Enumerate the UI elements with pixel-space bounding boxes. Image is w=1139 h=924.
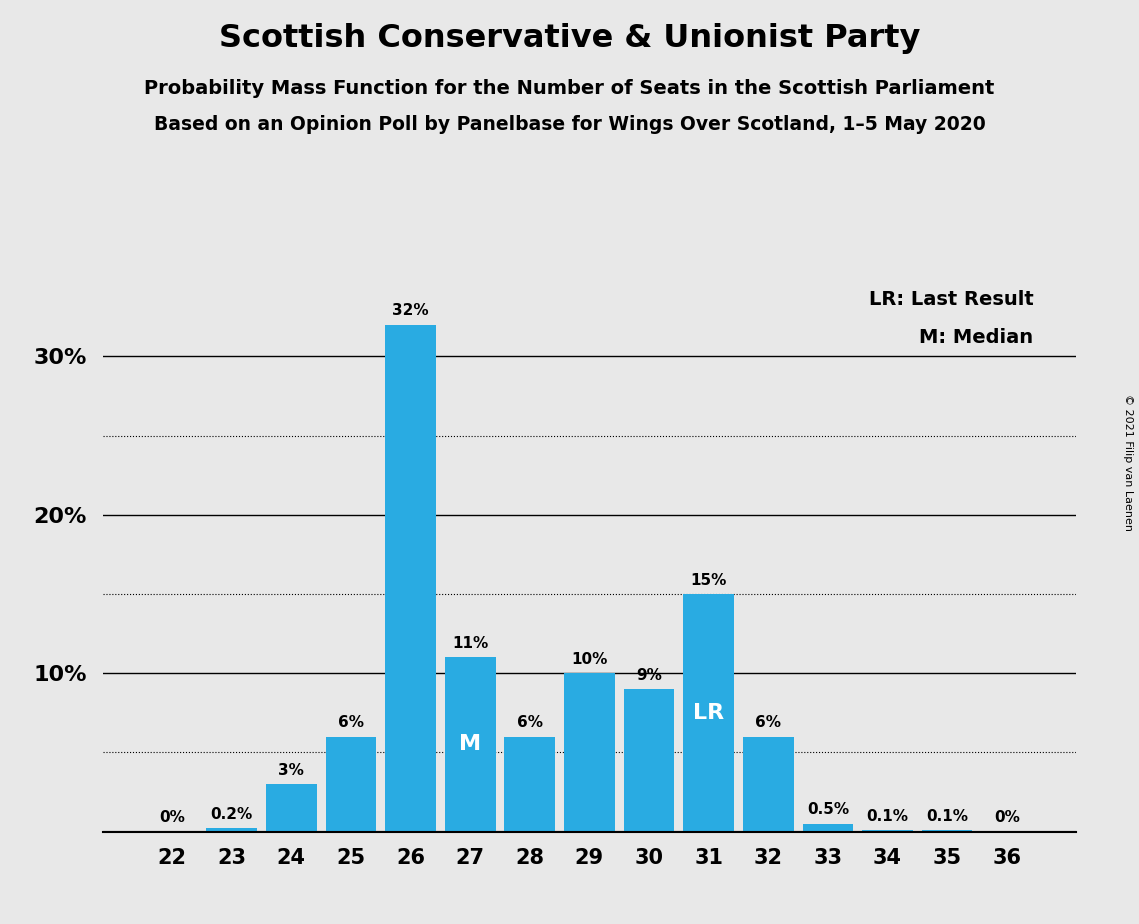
Text: 0%: 0% xyxy=(159,810,185,825)
Text: 6%: 6% xyxy=(517,715,543,730)
Text: 0.5%: 0.5% xyxy=(806,802,849,818)
Text: Based on an Opinion Poll by Panelbase for Wings Over Scotland, 1–5 May 2020: Based on an Opinion Poll by Panelbase fo… xyxy=(154,116,985,135)
Bar xyxy=(445,657,495,832)
Text: LR: Last Result: LR: Last Result xyxy=(869,290,1033,309)
Bar xyxy=(326,736,376,832)
Text: 32%: 32% xyxy=(392,303,429,319)
Bar xyxy=(267,784,317,832)
Bar xyxy=(624,689,674,832)
Bar xyxy=(385,324,436,832)
Text: M: M xyxy=(459,735,482,755)
Text: 6%: 6% xyxy=(755,715,781,730)
Text: Scottish Conservative & Unionist Party: Scottish Conservative & Unionist Party xyxy=(219,23,920,55)
Text: 6%: 6% xyxy=(338,715,364,730)
Text: 3%: 3% xyxy=(278,762,304,778)
Bar xyxy=(743,736,794,832)
Text: 11%: 11% xyxy=(452,636,489,651)
Text: M: Median: M: Median xyxy=(919,328,1033,346)
Text: © 2021 Filip van Laenen: © 2021 Filip van Laenen xyxy=(1123,394,1133,530)
Text: 0.1%: 0.1% xyxy=(926,808,968,823)
Bar xyxy=(683,594,734,832)
Bar xyxy=(921,830,973,832)
Bar xyxy=(862,830,912,832)
Bar xyxy=(206,829,257,832)
Bar xyxy=(803,823,853,832)
Text: 0.1%: 0.1% xyxy=(867,808,909,823)
Text: LR: LR xyxy=(694,703,724,723)
Text: 10%: 10% xyxy=(572,651,607,667)
Text: Probability Mass Function for the Number of Seats in the Scottish Parliament: Probability Mass Function for the Number… xyxy=(145,79,994,98)
Text: 9%: 9% xyxy=(636,668,662,683)
Bar xyxy=(505,736,555,832)
Text: 15%: 15% xyxy=(690,573,727,588)
Text: 0%: 0% xyxy=(994,810,1019,825)
Text: 0.2%: 0.2% xyxy=(211,807,253,822)
Bar xyxy=(564,674,615,832)
